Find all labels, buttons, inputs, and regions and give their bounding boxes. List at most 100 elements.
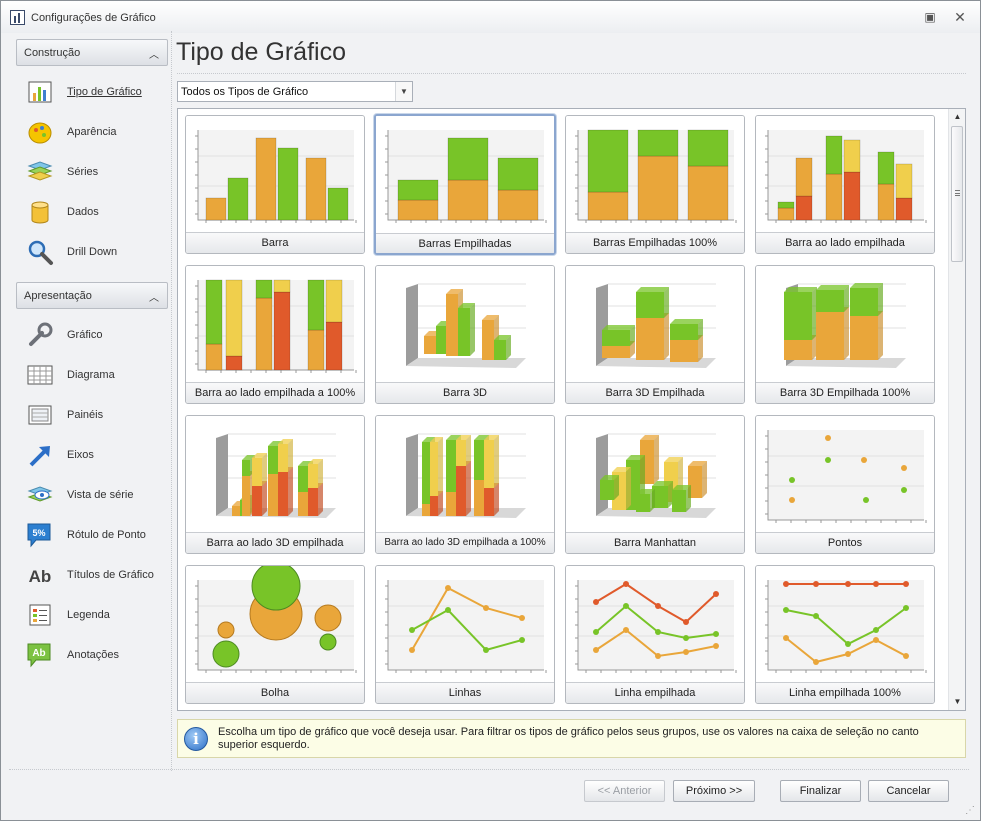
chart-type-label: Barra ao lado empilhada a 100%: [186, 382, 364, 403]
chart-thumbnail: [186, 266, 364, 384]
chart-type-label: Barra 3D Empilhada 100%: [756, 382, 934, 403]
svg-text:5%: 5%: [32, 528, 45, 538]
sidebar-item-label: Painéis: [67, 409, 104, 421]
palette-icon: [28, 122, 52, 144]
restore-icon[interactable]: ▣: [924, 10, 936, 24]
sidebar-item-label: Rótulo de Ponto: [67, 529, 146, 541]
chart-type-card-stacked100[interactable]: Barras Empilhadas 100%: [565, 115, 745, 254]
sidebar-divider: [171, 31, 172, 771]
sidebar-item-series[interactable]: Séries: [26, 156, 168, 188]
magnifier-icon: [28, 240, 53, 265]
group-label: Apresentação: [24, 290, 92, 302]
sidebar-item-label: Títulos de Gráfico: [67, 569, 154, 581]
resize-grip-icon[interactable]: ⋰: [965, 805, 975, 816]
chart-type-card-lines[interactable]: Linhas: [375, 565, 555, 704]
chart-type-card-stacked[interactable]: Barras Empilhadas: [374, 114, 556, 255]
title-divider: [177, 73, 966, 74]
group-header-construcao[interactable]: Construção ︿: [16, 39, 168, 66]
chart-type-filter-select[interactable]: Todos os Tipos de Gráfico ▼: [177, 81, 413, 102]
next-button[interactable]: Próximo >>: [673, 780, 755, 802]
chart-thumbnail: [566, 416, 744, 534]
chart-type-label: Pontos: [756, 532, 934, 553]
chart-type-card-sidestacked[interactable]: Barra ao lado empilhada: [755, 115, 935, 254]
sidebar-item-paineis[interactable]: Painéis: [26, 399, 168, 431]
sidebar-item-dados[interactable]: Dados: [26, 196, 168, 228]
chart-type-card-side3d100[interactable]: Barra ao lado 3D empilhada a 100%: [375, 415, 555, 554]
svg-text:Ab: Ab: [32, 648, 45, 659]
diagram-grid-icon: [27, 365, 53, 385]
chart-type-card-bar3d[interactable]: Barra 3D: [375, 265, 555, 404]
chart-type-label: Bolha: [186, 682, 364, 703]
chart-thumbnail: [756, 266, 934, 384]
chart-thumbnail: [756, 416, 934, 534]
chart-thumbnail: [186, 116, 364, 234]
svg-text:Ab: Ab: [29, 567, 52, 586]
title-bar: Configurações de Gráfico ▣ ✕: [1, 1, 980, 33]
sidebar-item-legenda[interactable]: Legenda: [26, 599, 168, 631]
chart-thumbnail: [566, 116, 744, 234]
chart-type-gallery: Barra Barras Empilhadas Barras Empilhadas …: [177, 108, 966, 711]
chart-type-label: Barras Empilhadas: [376, 233, 554, 253]
sidebar-item-label: Tipo de Gráfico: [67, 86, 142, 98]
wrench-icon: [29, 322, 53, 346]
chart-type-label: Barra ao lado 3D empilhada: [186, 532, 364, 553]
sidebar-item-label: Aparência: [67, 126, 117, 138]
cancel-button[interactable]: Cancelar: [868, 780, 949, 802]
chart-type-card-points[interactable]: Pontos: [755, 415, 935, 554]
chart-type-label: Barra: [186, 232, 364, 253]
chart-type-card-stackedline[interactable]: Linha empilhada: [565, 565, 745, 704]
previous-button[interactable]: << Anterior: [584, 780, 665, 802]
sidebar-item-tipo-de-grafico[interactable]: Tipo de Gráfico: [26, 76, 168, 108]
window-title: Configurações de Gráfico: [31, 12, 156, 24]
series-icon: [27, 161, 53, 181]
chart-type-label: Barra 3D: [376, 382, 554, 403]
chart-type-label: Linhas: [376, 682, 554, 703]
chart-thumbnail: [756, 566, 934, 684]
chart-type-card-side3d[interactable]: Barra ao lado 3D empilhada: [185, 415, 365, 554]
chart-type-card-bubble[interactable]: Bolha: [185, 565, 365, 704]
sidebar-item-label: Dados: [67, 206, 99, 218]
scroll-thumb[interactable]: [951, 126, 963, 262]
scroll-down-arrow-icon[interactable]: ▼: [953, 697, 962, 706]
chart-type-card-manhattan[interactable]: Barra Manhattan: [565, 415, 745, 554]
chart-thumbnail: [566, 266, 744, 384]
chart-type-card-stacked3d100[interactable]: Barra 3D Empilhada 100%: [755, 265, 935, 404]
chart-thumbnail: [756, 116, 934, 234]
sidebar-item-label: Anotações: [67, 649, 119, 661]
sidebar-item-diagrama[interactable]: Diagrama: [26, 359, 168, 391]
finish-button[interactable]: Finalizar: [780, 780, 861, 802]
chevron-down-icon[interactable]: ▼: [395, 82, 412, 101]
scroll-up-arrow-icon[interactable]: ▲: [953, 112, 962, 121]
sidebar-item-vista-de-serie[interactable]: Vista de série: [26, 479, 168, 511]
sidebar-item-titulos-de-grafico[interactable]: Ab Títulos de Gráfico: [26, 559, 168, 591]
info-panel: i Escolha um tipo de gráfico que você de…: [177, 719, 966, 758]
legend-icon: [29, 604, 51, 626]
filter-selected-value: Todos os Tipos de Gráfico: [181, 86, 309, 98]
sidebar-item-label: Vista de série: [67, 489, 134, 501]
chart-type-card-stacked3d[interactable]: Barra 3D Empilhada: [565, 265, 745, 404]
sidebar-item-label: Eixos: [67, 449, 94, 461]
sidebar-item-anotacoes[interactable]: Ab Anotações: [26, 639, 168, 671]
database-icon: [31, 201, 49, 224]
sidebar-item-rotulo-de-ponto[interactable]: 5% Rótulo de Ponto: [26, 519, 168, 551]
chart-type-label: Barra Manhattan: [566, 532, 744, 553]
info-icon: i: [184, 727, 208, 751]
chart-type-card-stackedline100[interactable]: Linha empilhada 100%: [755, 565, 935, 704]
chart-type-label: Barra ao lado empilhada: [756, 232, 934, 253]
sidebar-item-label: Legenda: [67, 609, 110, 621]
chart-type-label: Barra 3D Empilhada: [566, 382, 744, 403]
gallery-scrollbar[interactable]: ▲ ▼: [948, 109, 965, 710]
group-header-apresentacao[interactable]: Apresentação ︿: [16, 282, 168, 309]
sidebar-item-eixos[interactable]: Eixos: [26, 439, 168, 471]
close-icon[interactable]: ✕: [954, 9, 966, 25]
info-text: Escolha um tipo de gráfico que você dese…: [218, 726, 919, 751]
sidebar-item-drill-down[interactable]: Drill Down: [26, 236, 168, 268]
chart-thumbnail: [376, 566, 554, 684]
axis-arrow-icon: [29, 446, 50, 467]
chart-thumbnail: [376, 116, 554, 234]
chart-type-card-sidestacked100[interactable]: Barra ao lado empilhada a 100%: [185, 265, 365, 404]
sidebar-item-grafico[interactable]: Gráfico: [26, 319, 168, 351]
sidebar-item-label: Séries: [67, 166, 99, 178]
chart-type-card-bar[interactable]: Barra: [185, 115, 365, 254]
sidebar-item-aparencia[interactable]: Aparência: [26, 116, 168, 148]
